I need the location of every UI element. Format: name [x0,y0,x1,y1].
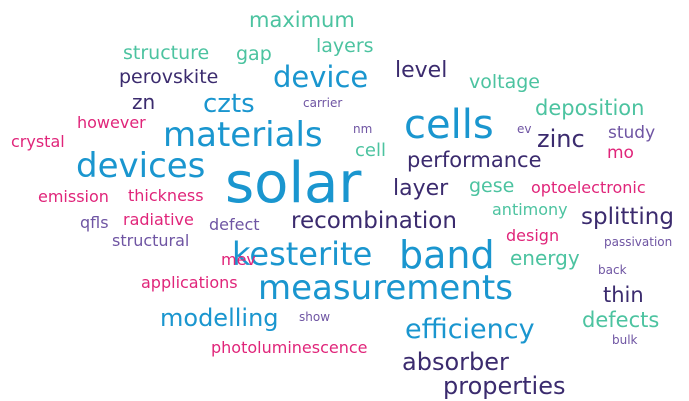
word-design: design [506,226,560,245]
word-carrier: carrier [303,96,343,110]
word-kesterite: kesterite [232,235,373,273]
word-maximum: maximum [249,8,355,32]
word-cell: cell [355,140,386,161]
word-zinc: zinc [537,125,585,153]
word-measurements: measurements [258,268,513,308]
word-cells: cells [404,102,494,148]
word-absorber: absorber [402,348,509,376]
word-defects: defects [582,308,660,332]
word-solar: solar [225,151,362,216]
word-energy: energy [510,246,580,270]
word-ev: ev [517,122,532,136]
word-performance: performance [407,148,542,172]
word-show: show [299,310,331,324]
word-mo: mo [607,143,634,163]
word-thin: thin [603,283,644,307]
word-study: study [608,123,656,143]
word-applications: applications [141,273,238,292]
word-layers: layers [316,35,374,57]
word-layer: layer [393,176,449,201]
word-however: however [77,113,146,132]
word-photoluminescence: photoluminescence [211,338,368,357]
word-nm: nm [353,122,373,136]
word-mev: mev [221,250,256,269]
word-gap: gap [236,43,272,65]
word-bulk: bulk [612,333,638,347]
word-passivation: passivation [604,235,673,249]
word-devices: devices [76,146,206,186]
word-czts: czts [203,89,255,119]
word-radiative: radiative [123,210,194,229]
word-defect: defect [209,215,260,234]
word-perovskite: perovskite [119,66,219,88]
word-materials: materials [163,115,323,155]
word-crystal: crystal [11,132,65,151]
word-zn: zn [132,90,156,114]
word-back: back [598,263,627,277]
word-structural: structural [112,231,190,250]
word-qfls: qfls [80,213,109,232]
word-splitting: splitting [581,204,674,230]
word-properties: properties [443,372,566,400]
word-optoelectronic: optoelectronic [531,178,646,197]
word-antimony: antimony [492,200,568,219]
word-efficiency: efficiency [405,314,535,345]
word-deposition: deposition [535,96,645,120]
word-gese: gese [469,175,515,197]
word-emission: emission [38,187,109,206]
word-structure: structure [123,42,210,64]
word-device: device [273,60,369,94]
word-modelling: modelling [160,304,279,332]
word-band: band [399,233,495,277]
word-level: level [395,58,448,83]
word-voltage: voltage [469,71,540,93]
word-recombination: recombination [291,208,457,234]
word-thickness: thickness [128,186,204,205]
